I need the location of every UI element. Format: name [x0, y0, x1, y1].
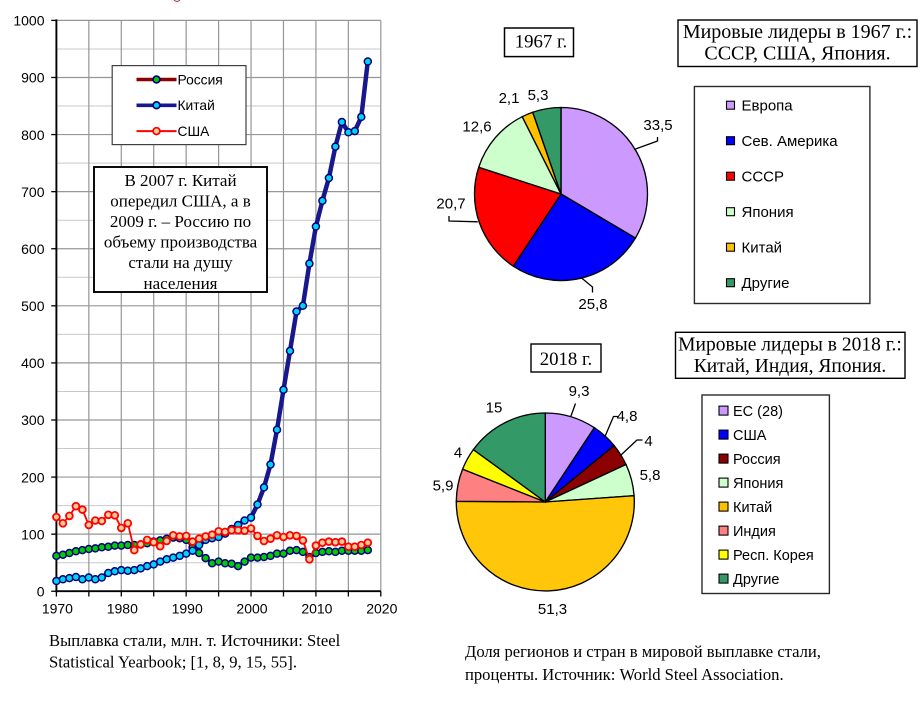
- svg-text:4,8: 4,8: [617, 408, 638, 425]
- svg-text:800: 800: [21, 127, 45, 143]
- svg-text:12,6: 12,6: [462, 119, 491, 136]
- svg-text:Китай: Китай: [742, 239, 783, 256]
- svg-text:2000: 2000: [236, 601, 267, 617]
- svg-text:Сев. Америка: Сев. Америка: [742, 133, 839, 150]
- svg-text:51,3: 51,3: [538, 601, 567, 618]
- svg-text:СССР: СССР: [742, 168, 785, 185]
- svg-text:стали на душу: стали на душу: [128, 253, 233, 272]
- svg-text:Китай: Китай: [733, 500, 772, 516]
- svg-text:500: 500: [21, 298, 45, 314]
- svg-text:В 2007 г. Китай: В 2007 г. Китай: [124, 171, 236, 190]
- svg-text:2020: 2020: [366, 601, 397, 617]
- svg-text:ЕС (28): ЕС (28): [733, 404, 783, 420]
- svg-text:Китай: Китай: [178, 98, 215, 113]
- svg-text:25,8: 25,8: [578, 296, 607, 313]
- svg-text:400: 400: [21, 355, 45, 371]
- svg-text:2009 г. – Россию по: 2009 г. – Россию по: [110, 212, 251, 231]
- svg-text:Европа: Европа: [742, 97, 794, 114]
- svg-text:населения: населения: [144, 274, 218, 293]
- svg-text:Россия: Россия: [178, 72, 223, 87]
- svg-text:100: 100: [21, 526, 45, 542]
- svg-text:Индия: Индия: [733, 524, 776, 540]
- svg-text:США: США: [178, 124, 211, 139]
- svg-text:300: 300: [21, 412, 45, 428]
- svg-text:700: 700: [21, 184, 45, 200]
- svg-text:Япония: Япония: [733, 476, 783, 492]
- svg-text:объему производства: объему производства: [104, 233, 258, 252]
- svg-text:Мировые лидеры в 2018 г.:: Мировые лидеры в 2018 г.:: [678, 335, 902, 356]
- svg-text:Респ. Корея: Респ. Корея: [733, 548, 814, 564]
- svg-text:1000: 1000: [13, 13, 44, 29]
- svg-text:1970: 1970: [42, 601, 73, 617]
- svg-text:опередил США, а в: опередил США, а в: [110, 191, 251, 210]
- svg-text:5,9: 5,9: [433, 478, 454, 495]
- svg-text:Япония: Япония: [742, 204, 794, 221]
- svg-text:Китай, Индия, Япония.: Китай, Индия, Япония.: [694, 356, 887, 377]
- svg-text:США: США: [733, 428, 767, 444]
- svg-text:200: 200: [21, 469, 45, 485]
- svg-text:33,5: 33,5: [643, 117, 672, 134]
- svg-text:5,8: 5,8: [640, 467, 661, 484]
- svg-text:15: 15: [486, 400, 503, 417]
- svg-text:1980: 1980: [107, 601, 138, 617]
- svg-text:900: 900: [21, 70, 45, 86]
- svg-text:1990: 1990: [172, 601, 203, 617]
- svg-text:4: 4: [454, 445, 462, 462]
- svg-text:4: 4: [644, 433, 652, 450]
- svg-text:9,3: 9,3: [569, 383, 590, 400]
- svg-text:2010: 2010: [301, 601, 332, 617]
- svg-text:5,3: 5,3: [528, 87, 549, 104]
- svg-text:Мировые лидеры в 1967 г.:: Мировые лидеры в 1967 г.:: [683, 21, 912, 43]
- svg-text:Выплавка стали, млн. т. Источн: Выплавка стали, млн. т. Источники: Steel: [49, 631, 341, 650]
- svg-text:Россия: Россия: [733, 452, 781, 468]
- svg-text:2,1: 2,1: [499, 90, 520, 107]
- svg-text:СССР, США, Япония.: СССР, США, Япония.: [704, 43, 890, 65]
- svg-text:Statistical Yearbook; [1, 8, 9: Statistical Yearbook; [1, 8, 9, 15, 55].: [49, 653, 297, 672]
- svg-text:0: 0: [37, 584, 45, 600]
- svg-text:проценты. Источник: World Stee: проценты. Источник: World Steel Associat…: [465, 665, 784, 684]
- svg-text:1967 г.: 1967 г.: [515, 31, 568, 52]
- svg-text:Другие: Другие: [742, 275, 790, 292]
- svg-text:600: 600: [21, 241, 45, 257]
- svg-text:20,7: 20,7: [436, 196, 465, 213]
- svg-text:2018 г.: 2018 г.: [540, 349, 593, 370]
- svg-text:Другие: Другие: [733, 572, 779, 588]
- svg-text:Доля регионов и стран в мирово: Доля регионов и стран в мировой выплавке…: [465, 642, 821, 661]
